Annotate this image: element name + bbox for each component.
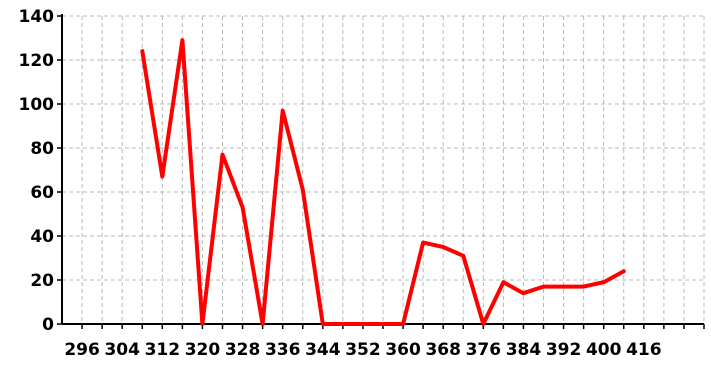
x-tick-label: 320: [185, 340, 221, 360]
y-tick-label: 120: [19, 51, 55, 71]
y-tick-label: 80: [30, 139, 54, 159]
x-tick-label: 392: [546, 340, 582, 360]
x-tick-label: 384: [506, 340, 542, 360]
y-tick-label: 40: [30, 227, 54, 247]
y-tick-label: 140: [19, 7, 55, 27]
x-tick-label: 304: [104, 340, 140, 360]
x-tick-label: 328: [225, 340, 261, 360]
x-tick-label: 376: [466, 340, 502, 360]
x-tick-label: 416: [626, 340, 662, 360]
y-tick-labels: 0 20 40 60 80 100 120 140: [19, 7, 55, 335]
x-tick-label: 296: [64, 340, 100, 360]
y-tick-label: 0: [42, 315, 54, 335]
y-tick-label: 100: [19, 95, 55, 115]
x-tick-label: 368: [425, 340, 461, 360]
x-tick-label: 352: [345, 340, 381, 360]
x-tick-labels: 296 304 312 320 328 336 344 352 360 368 376 384 392 4…: [64, 340, 661, 360]
x-tick-label: 312: [145, 340, 181, 360]
y-tick-label: 20: [30, 271, 54, 291]
y-tick-label: 60: [30, 183, 54, 203]
x-tick-label: 360: [385, 340, 421, 360]
x-tick-label: 400: [586, 340, 622, 360]
series-line: [140, 38, 626, 326]
x-tick-label: 344: [305, 340, 341, 360]
series-group: [140, 38, 626, 326]
x-tick-label: 336: [265, 340, 301, 360]
